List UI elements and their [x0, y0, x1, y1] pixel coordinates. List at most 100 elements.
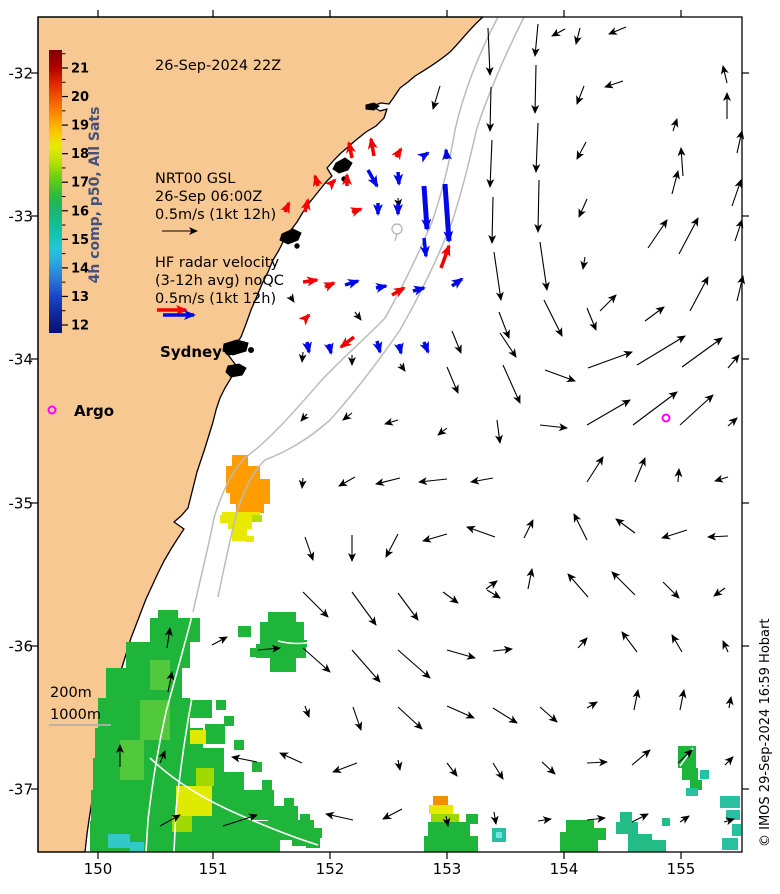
y-axis-tick-label: -34 — [9, 351, 34, 369]
city-label-sydney: Sydney — [160, 343, 222, 361]
hf-radar-vector-field — [280, 137, 464, 355]
hf-vector-blue — [419, 340, 430, 354]
hf-vector-blue — [323, 342, 334, 355]
current-arrow — [300, 412, 310, 422]
hf-vector-red — [346, 141, 356, 159]
hf-vector-blue — [375, 283, 388, 293]
current-arrow — [304, 536, 315, 561]
current-arrow — [734, 219, 744, 242]
sst-cell — [682, 768, 698, 780]
y-axis-tick-label: -36 — [9, 638, 34, 656]
current-arrow — [539, 241, 550, 291]
annotations: 26-Sep-2024 22Z NRT00 GSL 26-Sep 06:00Z … — [47, 58, 773, 847]
sst-cell — [590, 828, 606, 840]
current-arrow — [674, 468, 683, 483]
hf-vector-blue — [442, 148, 453, 161]
current-arrow — [486, 86, 495, 132]
current-arrow — [257, 644, 281, 653]
sst-cell — [190, 730, 206, 744]
argo-float-marker — [661, 413, 671, 423]
current-arrow — [397, 592, 419, 621]
current-arrow — [531, 64, 540, 114]
current-arrow — [636, 335, 686, 366]
colorbar-label: 4h comp, p50, All Sats — [87, 107, 103, 284]
current-arrow — [678, 689, 687, 711]
current-arrow — [586, 307, 597, 331]
sst-patches — [90, 455, 741, 852]
sst-cell — [270, 658, 296, 672]
hf-vector-red — [391, 147, 403, 161]
sst-cell — [230, 493, 270, 504]
current-arrow — [615, 518, 636, 534]
sst-cell — [150, 618, 200, 642]
current-arrow — [611, 571, 636, 596]
hf-vector-blue — [302, 341, 312, 354]
sst-cell — [700, 770, 709, 779]
current-arrow — [586, 758, 608, 767]
current-arrow — [302, 591, 329, 618]
sst-cell — [130, 842, 144, 851]
current-arrow — [332, 762, 358, 773]
current-arrow — [352, 706, 363, 731]
current-vector-field — [116, 23, 746, 827]
current-arrow — [731, 179, 743, 207]
sst-cell — [196, 768, 214, 786]
x-axis-tick-label: 152 — [316, 860, 345, 878]
current-arrow — [486, 139, 495, 188]
current-arrow — [736, 130, 745, 154]
current-arrow — [724, 756, 734, 766]
current-arrow — [586, 814, 606, 823]
current-arrow — [578, 198, 588, 218]
current-arrow — [494, 419, 503, 444]
hf-vector-blue — [421, 185, 432, 231]
sst-cell — [222, 512, 260, 521]
current-arrow — [576, 85, 585, 105]
argo-label: Argo — [74, 402, 114, 420]
current-arrow — [632, 391, 678, 426]
sst-cell — [205, 724, 225, 744]
land-polygon — [37, 16, 484, 853]
hf-vector-blue — [393, 171, 404, 186]
hf-vector-blue — [393, 342, 404, 355]
hf-vector-blue — [442, 183, 454, 243]
current-arrow — [727, 354, 740, 369]
current-arrow — [466, 525, 496, 538]
current-arrow — [526, 568, 535, 590]
y-axis-tick-label: -37 — [9, 781, 34, 799]
current-arrow — [286, 293, 295, 303]
current-arrow — [671, 170, 680, 195]
current-arrow — [551, 28, 566, 37]
current-arrow — [720, 65, 729, 84]
hf-legend-line1: HF radar velocity — [155, 255, 279, 271]
current-arrow — [486, 589, 501, 599]
hf-legend-line3: 0.5m/s (1kt 12h) — [155, 291, 276, 307]
current-arrow — [384, 417, 399, 426]
current-arrow — [492, 645, 513, 654]
hf-vector-blue — [372, 340, 383, 354]
sst-cell — [284, 798, 294, 808]
current-arrow — [634, 457, 646, 483]
current-arrow — [631, 749, 651, 766]
sst-cell — [268, 612, 296, 622]
current-arrow — [385, 533, 399, 558]
sst-cell — [108, 834, 130, 848]
current-arrow — [725, 696, 734, 709]
contour-white-small-2 — [277, 640, 313, 645]
current-arrow — [577, 637, 588, 649]
hf-vector-red — [313, 174, 323, 188]
colorbar-tick-label: 19 — [71, 119, 89, 134]
current-arrow — [490, 811, 499, 825]
current-arrow — [446, 649, 476, 660]
model-legend-line2: 26-Sep 06:00Z — [155, 189, 262, 205]
current-arrow — [446, 762, 458, 777]
current-arrow — [678, 217, 699, 255]
current-arrow — [159, 814, 181, 827]
current-arrow — [632, 689, 641, 711]
current-arrow — [442, 591, 459, 604]
hf-vector-red — [349, 207, 363, 217]
current-arrow — [573, 513, 588, 541]
depth-label-200m: 200m — [50, 685, 92, 701]
current-arrow — [723, 817, 735, 826]
current-arrow — [576, 141, 587, 160]
